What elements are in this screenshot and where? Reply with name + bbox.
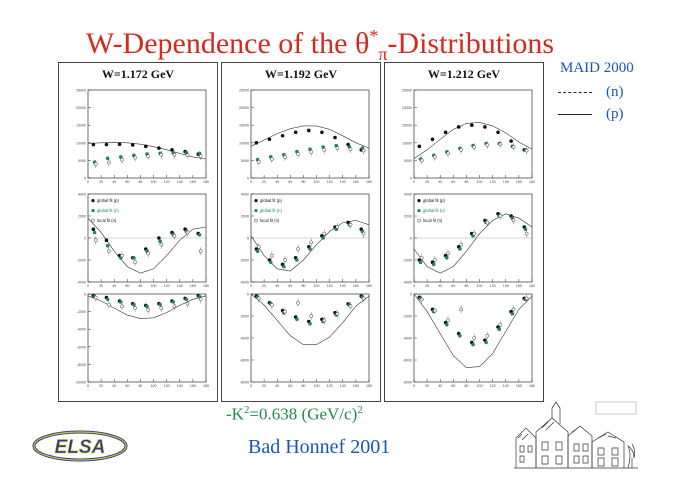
column-frame-2: W=1.192 GeV [221,62,381,402]
theta-star: * [369,26,379,46]
title-suffix: -Distributions [387,27,555,60]
k-unit-exponent: 2 [357,404,363,416]
column-heading-2: W=1.192 GeV [264,67,338,81]
legend-label-n: (n) [606,83,624,100]
title-prefix: W-Dependence of the [85,27,355,60]
solid-line-swatch [558,113,592,115]
column-heading-1: W=1.172 GeV [101,67,175,81]
theta-pi: π [378,44,388,64]
logo-text: ELSA [55,437,106,458]
column-frame-3: W=1.212 GeV [384,62,544,402]
dashed-line-swatch [558,91,592,93]
legend-label-p: (p) [606,105,624,122]
k-prefix: -K [226,404,244,424]
maid-legend: MAID 2000 (n) (p) [548,60,678,125]
column-heading-3: W=1.212 GeV [427,67,501,81]
k-value: =0.638 (GeV/c) [249,404,358,424]
k-squared-label: -K2=0.638 (GeV/c)2 [226,404,363,425]
legend-header: MAID 2000 [560,60,634,76]
theta-symbol: θ*π [355,18,387,72]
logo-ring-inner [33,431,127,461]
conference-name: Bad Honnef 2001 [248,436,391,458]
elsa-logo: ELSA [32,430,128,462]
column-frame-1: W=1.172 GeV [58,62,218,402]
legend-entry-n: (n) [548,81,678,103]
theta-glyph: θ [354,27,370,60]
legend-entry-p: (p) [548,103,678,125]
page-title: W-Dependence of the θ*π-Distributions [0,18,640,72]
building-sketch [514,401,638,469]
k-exponent: 2 [243,404,250,416]
